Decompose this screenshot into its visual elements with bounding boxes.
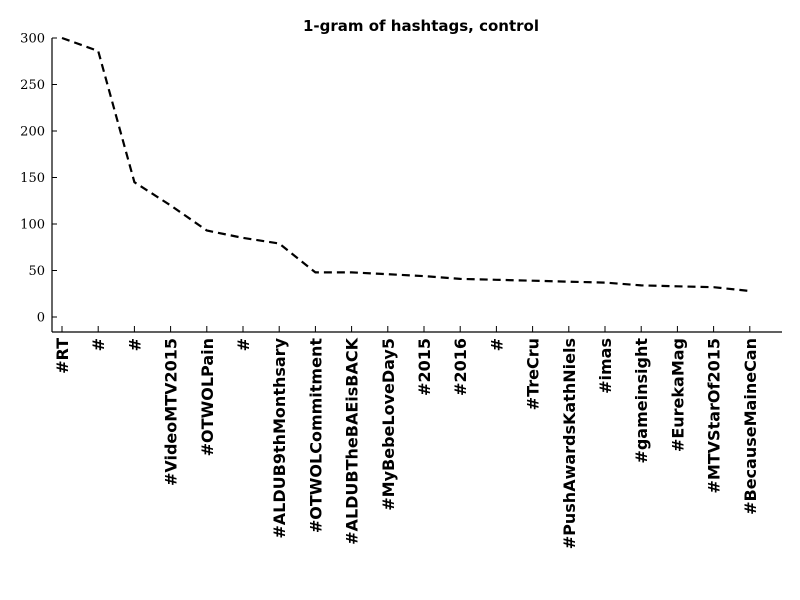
x-tick-label: #OTWOLCommitment	[306, 338, 325, 533]
y-tick-label: 150	[20, 171, 45, 186]
x-tick-label: #ALDUBTheBAEisBACK	[343, 337, 362, 544]
x-tick-label: #TreCru	[524, 338, 543, 410]
x-tick-label: #	[487, 338, 506, 351]
x-tick-label: #RT	[53, 338, 72, 374]
series-group	[61, 36, 750, 293]
y-tick-label: 300	[20, 32, 45, 47]
x-tick-label: #MyBebeLoveDay5	[379, 338, 398, 511]
x-tick-label: #VideoMTV2015	[162, 338, 181, 486]
chart-title: 1-gram of hashtags, control	[303, 17, 539, 35]
x-tick-label: #2016	[451, 338, 470, 396]
y-tick-label: 50	[28, 264, 45, 279]
x-tick-label: #MTVStarOf2015	[705, 338, 724, 494]
y-tick-label: 0	[37, 311, 45, 326]
x-axis-ticks: #RT # # #VideoMTV2015 #OTWOLPain # #ALDUB9thMo…	[53, 326, 760, 549]
y-tick-label: 100	[20, 218, 45, 233]
y-tick-label: 200	[20, 125, 45, 140]
series-line	[61, 36, 750, 293]
axes	[51, 38, 782, 333]
y-axis-ticks: 0 50 100 150 200 250 300	[20, 32, 57, 326]
x-tick-label: #OTWOLPain	[198, 338, 217, 456]
x-tick-label: #imas	[596, 338, 615, 394]
x-tick-label: #EurekaMag	[668, 338, 687, 452]
x-tick-label: #ALDUB9thMonthsary	[270, 337, 289, 538]
x-tick-label: #2015	[415, 338, 434, 396]
x-tick-label: #	[89, 338, 108, 351]
x-tick-label: #	[125, 338, 144, 351]
x-tick-label: #gameinsight	[632, 338, 651, 464]
y-tick-label: 250	[20, 78, 45, 93]
x-tick-label: #PushAwardsKathNiels	[560, 338, 579, 549]
x-tick-label: #	[234, 338, 253, 351]
x-tick-label: #BecauseMaineCan	[741, 338, 760, 515]
